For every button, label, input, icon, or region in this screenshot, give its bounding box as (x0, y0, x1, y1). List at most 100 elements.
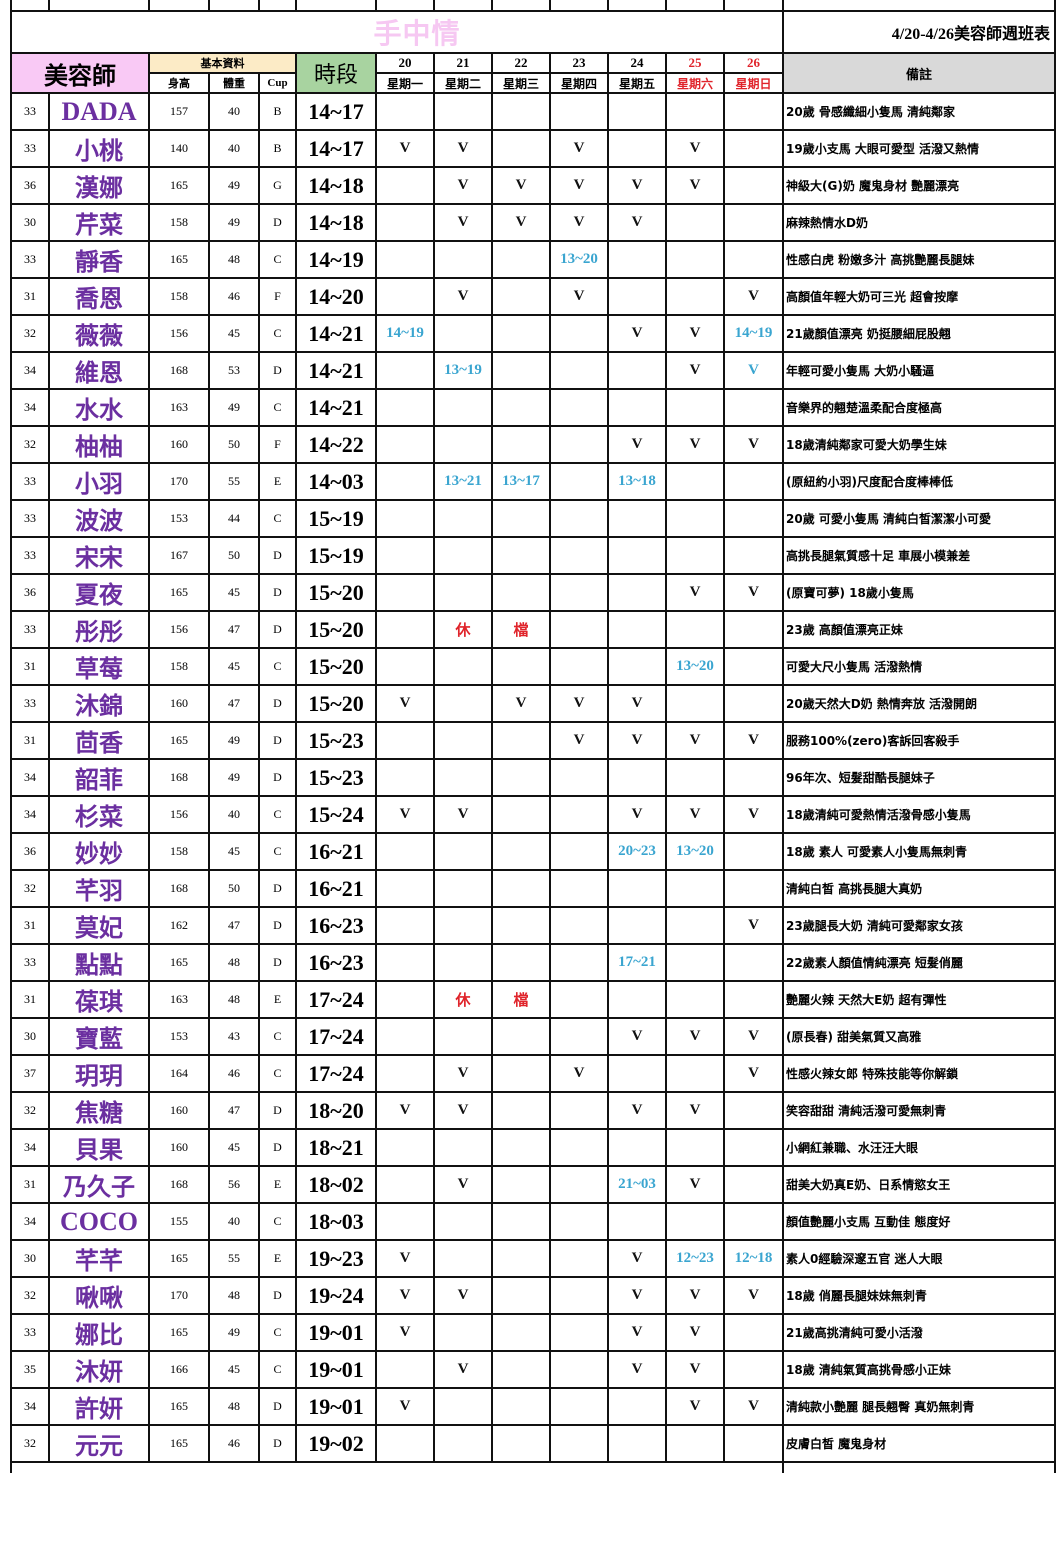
schedule-cell: V (375, 1091, 435, 1130)
schedule-cell (607, 351, 667, 390)
height-cell: 155 (148, 1202, 210, 1241)
schedule-cell (433, 1017, 493, 1056)
header-date-weekend: 25 (665, 52, 725, 74)
beautician-name: 啾啾 (48, 1276, 150, 1315)
schedule-cell: V (665, 166, 725, 205)
schedule-cell (375, 1017, 435, 1056)
weight-cell: 48 (208, 1387, 260, 1426)
height-cell: 158 (148, 203, 210, 242)
schedule-cell (723, 684, 784, 723)
time-slot-cell: 14~03 (295, 462, 377, 501)
age-cell: 33 (10, 462, 50, 501)
header-date: 24 (607, 52, 667, 74)
schedule-cell (433, 240, 493, 279)
weight-cell: 50 (208, 869, 260, 908)
table-row: 31 草莓 158 45 C 15~20 13~20 可愛大尺小隻馬 活潑熱情 (10, 647, 1056, 686)
schedule-cell (549, 314, 609, 353)
note-cell: 性感白虎 粉嫩多汁 高挑艷麗長腿妹 (782, 240, 1056, 279)
schedule-cell: V (375, 795, 435, 834)
age-cell: 31 (10, 277, 50, 316)
beautician-name: 彤彤 (48, 610, 150, 649)
schedule-cell: V (433, 1054, 493, 1093)
schedule-cell (549, 1017, 609, 1056)
schedule-cell: 13~18 (607, 462, 667, 501)
time-slot-cell: 15~24 (295, 795, 377, 834)
note-cell: 22歲素人顏值情純漂亮 短髮俏麗 (782, 943, 1056, 982)
age-cell: 36 (10, 166, 50, 205)
beautician-name: 莫妃 (48, 906, 150, 945)
beautician-name: 葆琪 (48, 980, 150, 1019)
height-cell: 163 (148, 980, 210, 1019)
bottom-strip-cell (782, 1461, 1056, 1473)
cup-cell: E (258, 462, 297, 501)
weight-cell: 48 (208, 980, 260, 1019)
schedule-cell: 20~23 (607, 832, 667, 871)
schedule-cell: V (375, 1276, 435, 1315)
schedule-cell: 12~23 (665, 1239, 725, 1278)
schedule-cell (549, 425, 609, 464)
schedule-cell (375, 721, 435, 760)
schedule-cell (607, 1387, 667, 1426)
schedule-cell: V (723, 425, 784, 464)
note-cell: 麻辣熱情水D奶 (782, 203, 1056, 242)
schedule-cell (665, 1128, 725, 1167)
age-cell: 32 (10, 1424, 50, 1463)
age-cell: 37 (10, 1054, 50, 1093)
schedule-cell (607, 388, 667, 427)
time-slot-cell: 14~21 (295, 351, 377, 390)
beautician-name: 小桃 (48, 129, 150, 168)
schedule-cell (491, 1239, 551, 1278)
schedule-cell (607, 277, 667, 316)
schedule-cell: V (607, 1350, 667, 1389)
schedule-cell (491, 1128, 551, 1167)
header-row-2: 身高 體重 Cup 星期一 星期二 星期三 星期四 星期五 星期六 星期日 (11, 72, 1055, 94)
schedule-cell (491, 1091, 551, 1130)
schedule-cell (375, 166, 435, 205)
beautician-name: 杉菜 (48, 795, 150, 834)
note-cell: 高挑長腿氣質感十足 車展小模兼差 (782, 536, 1056, 575)
schedule-cell (491, 795, 551, 834)
schedule-cell (433, 684, 493, 723)
schedule-cell (549, 943, 609, 982)
beautician-name: 芊芊 (48, 1239, 150, 1278)
schedule-cell: V (607, 425, 667, 464)
schedule-cell (375, 462, 435, 501)
cup-cell: F (258, 425, 297, 464)
schedule-cell (375, 573, 435, 612)
schedule-cell (665, 610, 725, 649)
time-slot-cell: 14~22 (295, 425, 377, 464)
weight-cell: 40 (208, 129, 260, 168)
weight-cell: 49 (208, 203, 260, 242)
age-cell: 33 (10, 499, 50, 538)
time-slot-cell: 18~21 (295, 1128, 377, 1167)
title-row: 手中情 4/20-4/26美容師週班表 (10, 10, 1056, 54)
weekly-schedule-table: 手中情 4/20-4/26美容師週班表 美容師 基本資料 時段 20 21 22… (10, 0, 1056, 1473)
schedule-cell (375, 610, 435, 649)
schedule-cell (375, 240, 435, 279)
height-cell: 165 (148, 1387, 210, 1426)
table-row: 33 宋宋 167 50 D 15~19 高挑長腿氣質感十足 車展小模兼差 (10, 536, 1056, 575)
schedule-cell (375, 92, 435, 131)
table-row: 33 波波 153 44 C 15~19 20歲 可愛小隻馬 清純白皙潔潔小可愛 (10, 499, 1056, 538)
beautician-name: 水水 (48, 388, 150, 427)
cup-cell: D (258, 943, 297, 982)
schedule-cell (665, 1054, 725, 1093)
schedule-cell (491, 388, 551, 427)
schedule-cell (549, 1276, 609, 1315)
beautician-name: 小羽 (48, 462, 150, 501)
table-row: 30 寶藍 153 43 C 17~24 V V V (原長春) 甜美氣質又高雅 (10, 1017, 1056, 1056)
note-cell: 20歲天然大D奶 熱情奔放 活潑開朗 (782, 684, 1056, 723)
schedule-cell: V (665, 425, 725, 464)
cup-cell: C (258, 1017, 297, 1056)
height-cell: 158 (148, 647, 210, 686)
table-row: 34 COCO 155 40 C 18~03 顏值艷麗小支馬 互動佳 態度好 (10, 1202, 1056, 1241)
table-row: 34 許妍 165 48 D 19~01 V V V 清純款小艷麗 腿長翹臀 真奶無刺青 (10, 1387, 1056, 1426)
schedule-cell (549, 795, 609, 834)
header-height: 身高 (148, 72, 210, 94)
schedule-cell: V (549, 684, 609, 723)
schedule-cell: V (665, 573, 725, 612)
schedule-cell: 檔 (491, 610, 551, 649)
age-cell: 33 (10, 240, 50, 279)
height-cell: 160 (148, 1128, 210, 1167)
schedule-cell: V (491, 203, 551, 242)
